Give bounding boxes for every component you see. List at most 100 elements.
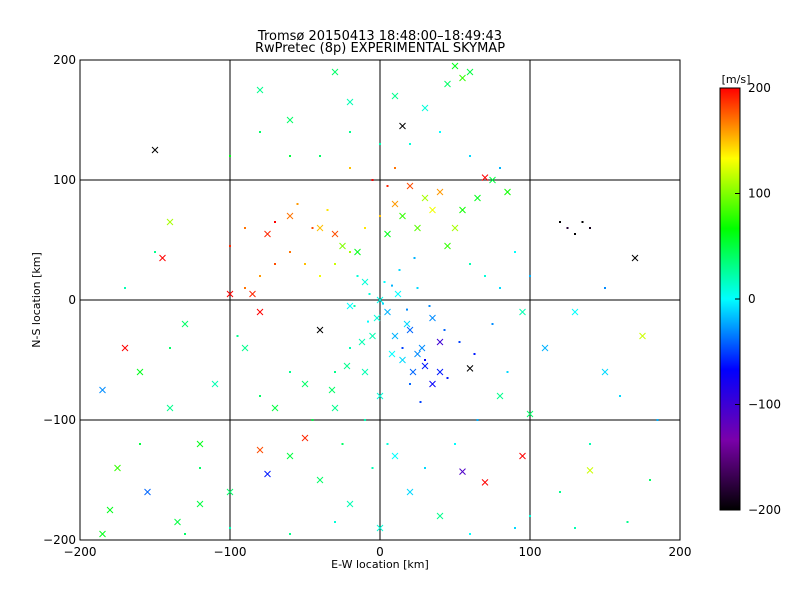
- data-point-dot: [296, 203, 299, 205]
- x-tick-label: 0: [376, 545, 384, 559]
- data-point-cross: [346, 500, 354, 508]
- data-point-dot: [304, 263, 306, 265]
- data-point-dot: [379, 215, 381, 217]
- data-point-dot: [349, 167, 351, 169]
- data-point-cross: [399, 356, 406, 364]
- data-point-dot: [229, 155, 231, 157]
- data-point-cross: [459, 206, 466, 214]
- data-point-dot: [401, 347, 404, 349]
- data-point-dot: [349, 131, 351, 133]
- data-point-dot: [514, 527, 516, 529]
- data-point-cross: [346, 302, 354, 310]
- data-point-dot: [391, 284, 393, 287]
- data-point-cross: [256, 446, 264, 454]
- data-point-cross: [151, 146, 159, 154]
- data-point-cross: [339, 242, 346, 250]
- data-point-dot: [398, 269, 401, 271]
- data-point-cross: [316, 326, 324, 334]
- data-point-dot: [529, 275, 531, 277]
- data-point-dot: [379, 143, 381, 145]
- data-point-cross: [459, 468, 466, 475]
- data-point-dot: [289, 251, 291, 253]
- data-point-cross: [331, 230, 339, 238]
- data-point-dot: [289, 155, 291, 157]
- data-point-dot: [413, 257, 416, 259]
- data-points: [99, 62, 659, 538]
- chart-subtitle: RwPretec (8p) EXPERIMENTAL SKYMAP: [255, 41, 505, 56]
- y-tick-label: 100: [53, 173, 76, 187]
- data-point-dot: [656, 419, 659, 421]
- data-point-cross: [436, 338, 444, 346]
- data-point-cross: [174, 518, 181, 526]
- data-point-cross: [121, 344, 129, 352]
- y-axis-ticks: −200 −100 0 100 200: [43, 53, 680, 547]
- data-point-dot: [364, 419, 366, 421]
- data-point-dot: [386, 185, 389, 187]
- data-point-cross: [196, 500, 204, 508]
- data-point-cross: [166, 404, 174, 412]
- data-point-dot: [169, 347, 171, 349]
- data-point-dot: [626, 521, 629, 523]
- data-point-cross: [106, 506, 114, 514]
- data-point-dot: [458, 341, 461, 343]
- data-point-dot: [574, 233, 576, 235]
- data-point-dot: [319, 155, 321, 157]
- data-point-cross: [429, 314, 436, 322]
- data-point-dot: [409, 383, 411, 385]
- y-tick-label: −200: [43, 533, 76, 547]
- data-point-cross: [373, 314, 381, 322]
- data-point-cross: [114, 464, 121, 472]
- data-point-cross: [99, 530, 106, 538]
- data-point-cross: [328, 386, 336, 394]
- data-point-cross: [196, 440, 204, 448]
- data-point-dot: [364, 227, 366, 229]
- data-point-cross: [384, 230, 391, 238]
- data-point-cross: [369, 332, 376, 340]
- data-point-cross: [481, 174, 489, 181]
- data-point-cross: [459, 74, 466, 82]
- data-point-cross: [249, 290, 256, 298]
- data-point-cross: [226, 290, 234, 298]
- data-point-dot: [367, 320, 369, 323]
- data-point-cross: [489, 176, 496, 184]
- data-point-dot: [428, 305, 431, 307]
- data-point-cross: [301, 434, 309, 442]
- data-point-dot: [124, 287, 126, 289]
- data-point-cross: [301, 380, 309, 388]
- data-point-dot: [443, 329, 446, 331]
- data-point-dot: [382, 302, 384, 305]
- data-point-cross: [421, 362, 429, 370]
- data-point-cross: [399, 122, 406, 130]
- y-tick-label: 0: [68, 293, 76, 307]
- data-point-dot: [416, 287, 419, 289]
- data-point-cross: [361, 278, 369, 286]
- data-point-cross: [414, 224, 421, 232]
- colorbar-tick-label: −200: [748, 503, 781, 517]
- data-point-dot: [274, 221, 276, 223]
- data-point-dot: [349, 347, 351, 349]
- data-point-cross: [388, 350, 396, 358]
- data-point-dot: [274, 263, 276, 265]
- data-point-cross: [391, 92, 399, 100]
- data-point-dot: [589, 227, 591, 229]
- data-point-dot: [566, 227, 569, 229]
- data-point-dot: [469, 263, 471, 265]
- data-point-dot: [154, 251, 156, 253]
- data-point-dot: [334, 521, 336, 523]
- data-point-cross: [376, 524, 384, 532]
- data-point-cross: [451, 224, 459, 232]
- data-point-dot: [386, 443, 389, 445]
- data-point-cross: [376, 392, 384, 400]
- y-tick-label: 200: [53, 53, 76, 67]
- data-point-dot: [349, 251, 351, 253]
- data-point-dot: [491, 323, 494, 325]
- data-point-cross: [421, 104, 429, 112]
- chart-title: Tromsø 20150413 18:48:00–18:49:43: [257, 29, 502, 44]
- data-point-dot: [259, 131, 261, 133]
- data-point-dot: [559, 491, 561, 493]
- data-point-cross: [99, 386, 106, 394]
- data-point-cross: [391, 200, 399, 208]
- data-point-cross: [414, 350, 421, 358]
- data-point-dot: [229, 245, 231, 247]
- data-point-cross: [406, 182, 414, 190]
